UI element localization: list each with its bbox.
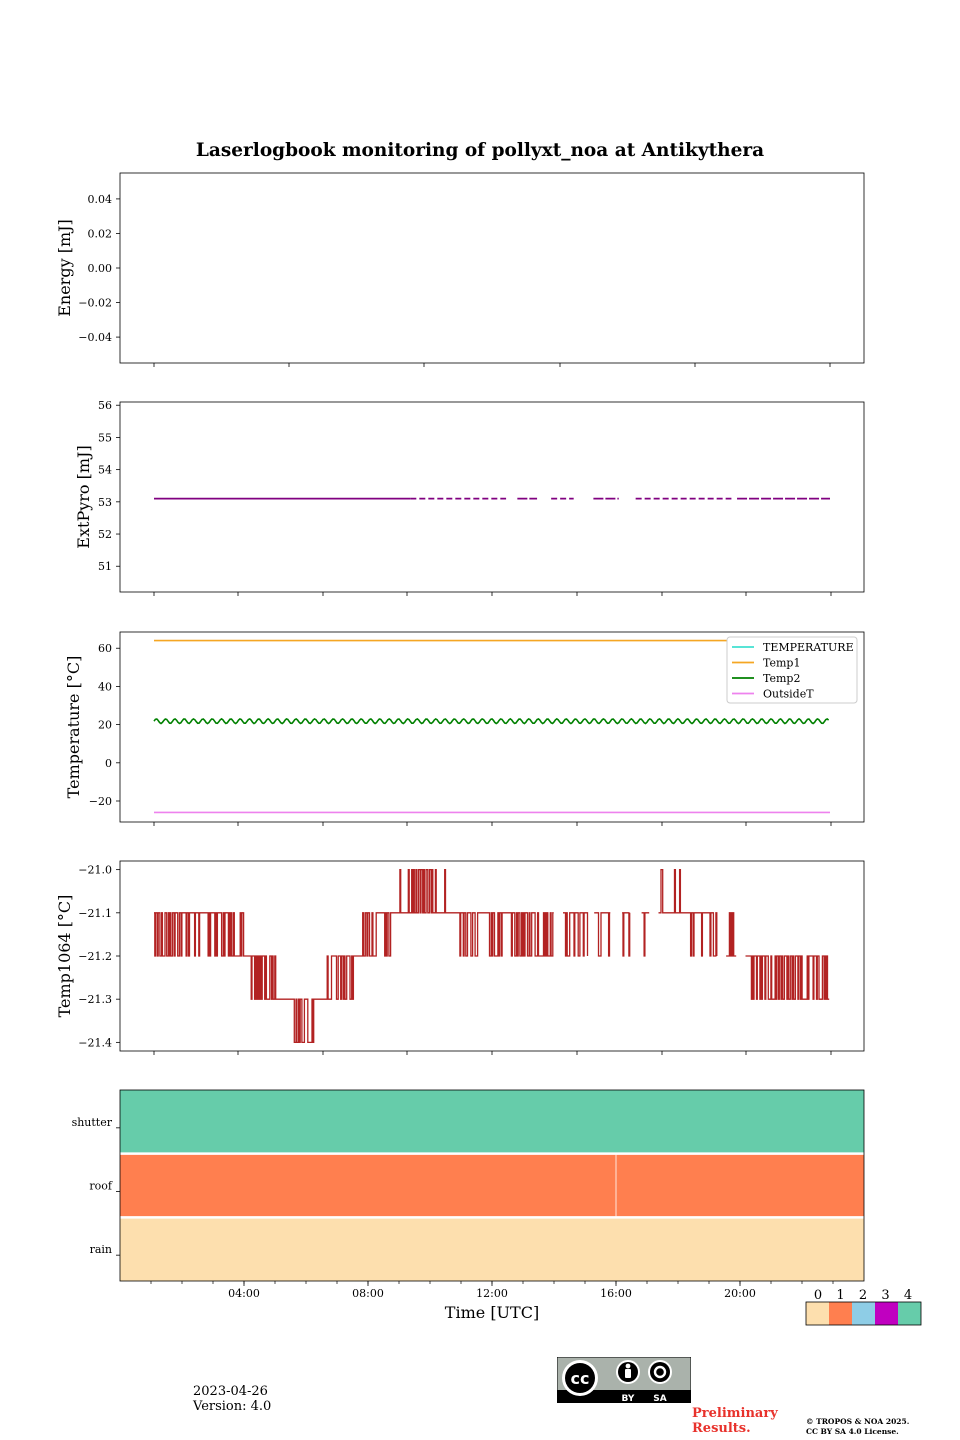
plot-frame [119,401,865,593]
colorbar-tick-label: 1 [836,1288,844,1303]
y-tick-label: 0 [105,757,112,770]
y-axis-label: Energy [mJ] [55,219,74,317]
y-tick-label: 52 [98,528,112,541]
x-tick-label: 04:00 [228,1287,260,1300]
status-row-label: shutter [72,1116,113,1129]
y-axis-label: Temp1064 [°C] [55,895,74,1018]
y-axis-label: ExtPyro [mJ] [74,445,93,548]
copyright-line-2: CC BY SA 4.0 License. [806,1427,899,1436]
footer-version: Version: 4.0 [193,1399,272,1414]
colorbar-cell [898,1302,921,1325]
y-tick-label: 0.00 [88,262,113,275]
temp1064-line [154,868,830,1044]
y-tick-label: 40 [98,680,112,693]
cc-icon: cc [571,1369,590,1388]
y-tick-label: −21.1 [78,907,112,920]
y-tick-label: 54 [98,464,112,477]
y-tick-label: 53 [98,496,112,509]
legend-box [726,636,858,704]
y-tick-label: −21.4 [78,1036,112,1049]
y-tick-label: −20 [89,795,112,808]
colorbar-cell [806,1302,829,1325]
status-row-label: roof [89,1180,113,1193]
y-tick-label: −21.2 [78,950,112,963]
y-tick-label: −21.3 [78,993,112,1006]
cc-by-sa-badge: cc BY SA [557,1357,691,1403]
y-tick-label: 0.04 [88,193,113,206]
colorbar-frame [805,1301,922,1326]
by-label: BY [622,1394,635,1403]
y-tick-label: 51 [98,560,112,573]
x-tick-label: 20:00 [724,1287,756,1300]
x-tick-label: 12:00 [476,1287,508,1300]
status-row-label: rain [90,1243,112,1256]
by-icon [625,1363,631,1369]
y-tick-label: 20 [98,719,112,732]
sa-icon [653,1365,667,1379]
colorbar-tick-label: 2 [859,1288,867,1303]
y-tick-label: −0.04 [78,331,112,344]
legend-label: Temp2 [763,672,800,685]
y-tick-label: 56 [98,399,112,412]
sa-label: SA [653,1394,666,1403]
status-row-roof [120,1153,864,1218]
x-tick-label: 08:00 [352,1287,384,1300]
legend-label: Temp1 [763,657,800,670]
chart-title: Laserlogbook monitoring of pollyxt_noa a… [195,140,765,161]
colorbar-tick-label: 0 [814,1288,822,1303]
copyright-line-1: © TROPOS & NOA 2025. [806,1417,910,1426]
copyright-note: © TROPOS & NOA 2025. CC BY SA 4.0 Licens… [806,1417,909,1437]
colorbar-tick-label: 4 [904,1288,912,1303]
preliminary-note: Preliminary Results. [692,1406,778,1436]
colorbar-cell [829,1302,852,1325]
preliminary-line-2: Results. [692,1421,751,1436]
colorbar-cell [852,1302,875,1325]
colorbar-tick-label: 3 [881,1288,889,1303]
colorbar-cell [875,1302,898,1325]
footer-date: 2023-04-26 [193,1384,268,1399]
y-tick-label: 60 [98,642,112,655]
y-tick-label: 55 [98,431,112,444]
y-tick-label: −21.0 [78,864,112,877]
preliminary-line-1: Preliminary [692,1406,778,1421]
y-tick-label: 0.02 [88,227,113,240]
temp2-line [153,717,830,725]
x-axis-label: Time [UTC] [445,1303,539,1322]
status-row-rain [120,1217,864,1281]
y-tick-label: −0.02 [78,297,112,310]
y-axis-label: Temperature [°C] [64,656,83,799]
plot-frame [119,172,865,364]
legend-label: TEMPERATURE [763,641,854,654]
legend-label: OutsideT [763,688,814,701]
status-row-shutter [120,1090,864,1154]
footer-info: 2023-04-26 Version: 4.0 [193,1384,271,1414]
x-tick-label: 16:00 [600,1287,632,1300]
